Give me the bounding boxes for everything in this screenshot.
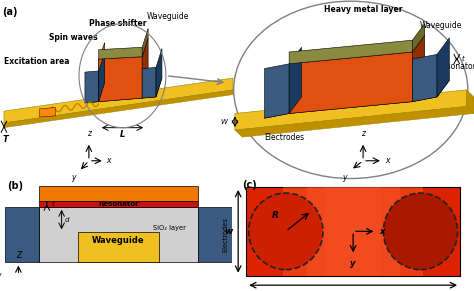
- Bar: [307, 187, 400, 276]
- Bar: [5, 207, 39, 262]
- Text: Waveguide: Waveguide: [146, 12, 189, 21]
- Text: (a): (a): [2, 7, 18, 17]
- Polygon shape: [85, 71, 99, 103]
- Text: R: R: [272, 211, 279, 220]
- Text: t: t: [51, 201, 54, 207]
- Polygon shape: [235, 107, 474, 137]
- Polygon shape: [412, 54, 437, 102]
- Polygon shape: [99, 57, 142, 102]
- Text: L: L: [120, 130, 125, 139]
- Polygon shape: [412, 24, 425, 52]
- Polygon shape: [156, 49, 162, 97]
- Text: Heavy metal layer: Heavy metal layer: [324, 5, 402, 14]
- Circle shape: [248, 193, 323, 270]
- Text: SiO₂ layer: SiO₂ layer: [153, 226, 185, 231]
- Bar: [325, 187, 381, 276]
- Polygon shape: [289, 85, 425, 113]
- Text: T: T: [3, 135, 9, 144]
- Polygon shape: [466, 90, 474, 113]
- Text: x: x: [107, 156, 111, 165]
- Bar: [198, 207, 232, 262]
- Bar: [246, 187, 460, 276]
- Text: Heavy metal layer: Heavy metal layer: [79, 189, 158, 198]
- Polygon shape: [289, 52, 412, 113]
- Text: Z: Z: [16, 251, 21, 260]
- Text: Electrodes: Electrodes: [222, 217, 228, 252]
- Polygon shape: [99, 42, 105, 102]
- Text: Electrodes: Electrodes: [264, 133, 305, 142]
- Text: (b): (b): [7, 181, 23, 191]
- Polygon shape: [412, 80, 449, 102]
- Bar: [39, 201, 198, 207]
- Text: W: W: [220, 119, 228, 125]
- Text: x: x: [380, 227, 385, 236]
- Polygon shape: [142, 29, 148, 57]
- Text: w: w: [224, 227, 232, 236]
- Text: (c): (c): [242, 180, 256, 190]
- Polygon shape: [142, 68, 156, 98]
- Polygon shape: [289, 40, 412, 64]
- Text: x: x: [385, 156, 390, 165]
- Text: Resonator: Resonator: [98, 201, 139, 207]
- Polygon shape: [264, 97, 301, 118]
- Text: Waveguide: Waveguide: [92, 236, 145, 245]
- Text: Phase shifter: Phase shifter: [89, 19, 146, 28]
- Polygon shape: [437, 38, 449, 97]
- Polygon shape: [235, 90, 466, 130]
- Polygon shape: [99, 47, 142, 59]
- Bar: [39, 207, 198, 262]
- Bar: [78, 232, 159, 262]
- Text: y: y: [343, 173, 347, 182]
- Text: d: d: [65, 217, 70, 223]
- Polygon shape: [85, 83, 105, 103]
- Text: t: t: [462, 56, 465, 62]
- Polygon shape: [142, 38, 148, 98]
- Polygon shape: [99, 53, 105, 102]
- Text: Excitation area: Excitation area: [4, 57, 70, 66]
- Polygon shape: [39, 108, 55, 117]
- Polygon shape: [99, 79, 148, 102]
- Polygon shape: [4, 90, 233, 128]
- Text: Spin waves: Spin waves: [49, 33, 98, 42]
- Text: y: y: [350, 259, 356, 268]
- Polygon shape: [142, 78, 162, 98]
- Polygon shape: [412, 36, 425, 102]
- Polygon shape: [264, 64, 289, 118]
- Text: Waveguide: Waveguide: [419, 21, 462, 30]
- Text: Resonator: Resonator: [437, 62, 474, 71]
- Bar: [283, 187, 423, 276]
- Text: z: z: [87, 129, 91, 138]
- Polygon shape: [289, 47, 301, 113]
- Circle shape: [383, 193, 458, 270]
- Text: y: y: [72, 173, 76, 182]
- Text: d: d: [433, 89, 438, 98]
- Polygon shape: [4, 78, 233, 123]
- Text: z: z: [361, 129, 365, 138]
- Bar: [39, 186, 198, 201]
